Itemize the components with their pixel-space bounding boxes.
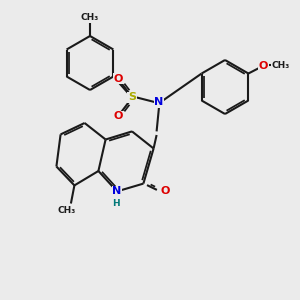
Text: O: O (259, 61, 268, 71)
Text: CH₃: CH₃ (81, 14, 99, 22)
Text: O: O (114, 74, 123, 84)
Text: N: N (112, 186, 122, 197)
Text: CH₃: CH₃ (272, 61, 290, 70)
Text: H: H (112, 199, 119, 208)
Text: S: S (128, 92, 136, 103)
Text: N: N (154, 97, 164, 107)
Text: O: O (160, 186, 169, 197)
Text: CH₃: CH₃ (58, 206, 76, 215)
Text: O: O (114, 111, 123, 121)
